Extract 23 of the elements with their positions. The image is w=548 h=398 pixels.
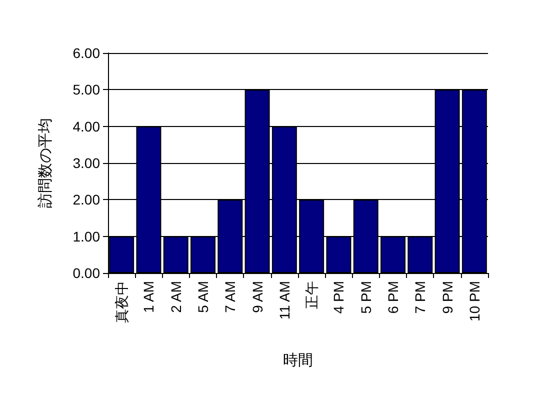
y-tick-label: 1.00: [72, 228, 100, 244]
x-tick-label: 7 AM: [222, 281, 238, 313]
x-tick-label: 9 AM: [249, 281, 266, 313]
y-tick-label: 5.00: [72, 82, 100, 98]
y-tick-label: 3.00: [72, 155, 100, 171]
y-axis-title: 訪問数の平均: [37, 118, 54, 208]
y-tick-label: 2.00: [72, 192, 100, 208]
x-tick-label: 1 AM: [140, 281, 157, 313]
x-tick-label: 2 AM: [168, 281, 184, 313]
x-tick-label: 5 AM: [195, 281, 211, 313]
x-tick-label: 真夜中: [114, 281, 130, 323]
x-tick-label: 5 PM: [358, 281, 374, 314]
x-tick-label: 7 PM: [412, 281, 428, 314]
x-tick-label: 10 PM: [466, 281, 482, 322]
x-tick-label: 4 PM: [330, 281, 347, 314]
y-tick-label: 6.00: [72, 45, 100, 61]
y-tick-label: 0.00: [72, 265, 100, 281]
x-tick-label: 9 PM: [439, 281, 456, 314]
y-tick-label: 4.00: [72, 118, 100, 134]
x-tick-label: 11 AM: [276, 281, 292, 320]
x-axis-title: 時間: [283, 352, 313, 369]
x-tick-label: 6 PM: [385, 281, 401, 314]
x-tick-label: 正午: [304, 281, 320, 309]
